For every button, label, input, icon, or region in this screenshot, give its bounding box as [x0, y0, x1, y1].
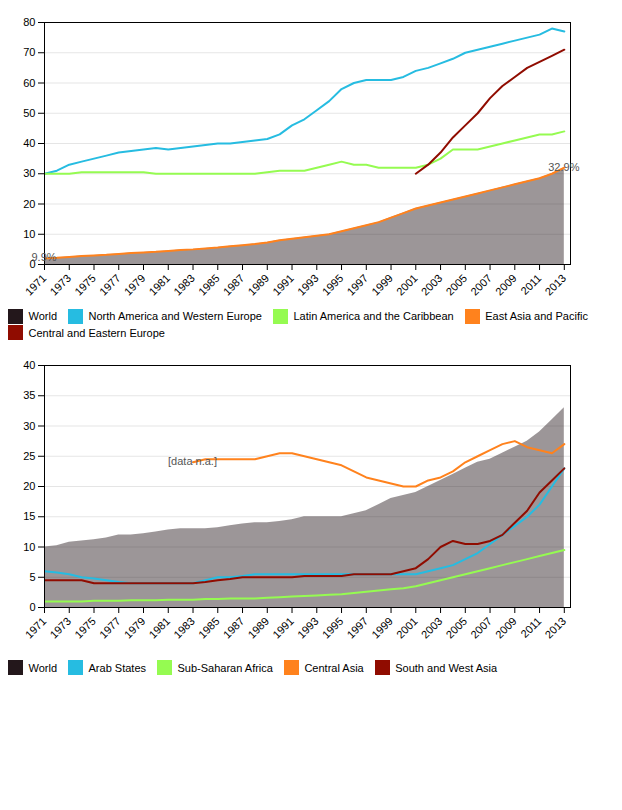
svg-text:1979: 1979 — [122, 615, 148, 641]
svg-text:9.9%: 9.9% — [31, 251, 56, 263]
svg-text:1999: 1999 — [369, 615, 395, 641]
svg-text:35: 35 — [23, 389, 35, 401]
svg-text:30: 30 — [23, 420, 35, 432]
svg-text:1995: 1995 — [320, 615, 346, 641]
svg-text:1985: 1985 — [196, 615, 222, 641]
svg-text:1983: 1983 — [171, 615, 197, 641]
svg-text:0: 0 — [29, 601, 35, 613]
svg-text:1997: 1997 — [344, 272, 370, 298]
html-text:North America and Western Euro: North America and Western Europe — [88, 310, 262, 323]
svg-text:[data n.a.]: [data n.a.] — [168, 455, 217, 467]
svg-text:40: 40 — [23, 359, 35, 371]
html-text:Central Asia: Central Asia — [304, 661, 364, 674]
svg-text:1995: 1995 — [320, 272, 346, 298]
svg-text:2003: 2003 — [419, 615, 445, 641]
svg-text:1997: 1997 — [344, 615, 370, 641]
svg-text:2011: 2011 — [518, 272, 543, 297]
svg-text:2001: 2001 — [394, 615, 420, 641]
svg-text:1977: 1977 — [97, 272, 123, 298]
svg-text:2009: 2009 — [493, 615, 519, 641]
html-text:Arab States: Arab States — [88, 661, 146, 674]
svg-text:1983: 1983 — [171, 272, 197, 298]
svg-text:10: 10 — [23, 228, 35, 240]
svg-text:2009: 2009 — [493, 272, 519, 298]
svg-text:2013: 2013 — [542, 272, 568, 298]
svg-text:1975: 1975 — [72, 272, 98, 298]
svg-text:2007: 2007 — [468, 615, 494, 641]
svg-text:2001: 2001 — [394, 272, 420, 298]
svg-text:1981: 1981 — [146, 272, 172, 298]
svg-text:2013: 2013 — [542, 615, 568, 641]
svg-text:1991: 1991 — [270, 615, 296, 641]
svg-text:20: 20 — [23, 198, 35, 210]
svg-text:1987: 1987 — [221, 615, 247, 641]
html-text:Central and Eastern Europe: Central and Eastern Europe — [28, 326, 165, 339]
svg-text:1999: 1999 — [369, 272, 395, 298]
svg-text:2005: 2005 — [443, 615, 469, 641]
svg-text:1973: 1973 — [47, 615, 73, 641]
html-text:South and West Asia: South and West Asia — [395, 661, 498, 674]
svg-text:1985: 1985 — [196, 272, 222, 298]
svg-text:2007: 2007 — [468, 272, 494, 298]
svg-text:60: 60 — [23, 77, 35, 89]
svg-text:32.9%: 32.9% — [548, 161, 579, 173]
svg-text:15: 15 — [23, 510, 35, 522]
svg-text:1971: 1971 — [23, 272, 49, 298]
svg-text:1993: 1993 — [295, 272, 321, 298]
svg-text:70: 70 — [23, 46, 35, 58]
svg-text:10: 10 — [23, 541, 35, 553]
svg-text:50: 50 — [23, 107, 35, 119]
html-text:World: World — [28, 661, 57, 674]
svg-text:1979: 1979 — [122, 272, 148, 298]
svg-text:1981: 1981 — [146, 615, 172, 641]
svg-text:20: 20 — [23, 480, 35, 492]
svg-text:1993: 1993 — [295, 615, 321, 641]
svg-text:30: 30 — [23, 167, 35, 179]
svg-text:2003: 2003 — [419, 272, 445, 298]
html-text:World: World — [28, 310, 57, 323]
svg-text:1989: 1989 — [245, 615, 271, 641]
svg-text:0: 0 — [29, 258, 36, 270]
svg-text:2011: 2011 — [518, 615, 543, 640]
svg-text:2005: 2005 — [443, 272, 469, 298]
svg-text:40: 40 — [23, 137, 35, 149]
svg-text:80: 80 — [23, 16, 35, 28]
html-text:Latin America and the Caribbea: Latin America and the Caribbean — [293, 310, 454, 323]
html-text:East Asia and Pacific: East Asia and Pacific — [485, 310, 588, 323]
svg-text:1991: 1991 — [270, 272, 296, 298]
svg-text:5: 5 — [29, 571, 35, 583]
svg-text:1973: 1973 — [47, 272, 73, 298]
html-text:Sub-Saharan Africa: Sub-Saharan Africa — [177, 661, 273, 674]
svg-text:1971: 1971 — [23, 615, 49, 641]
svg-text:1989: 1989 — [245, 272, 271, 298]
svg-text:1987: 1987 — [221, 272, 247, 298]
svg-text:1975: 1975 — [72, 615, 98, 641]
svg-text:1977: 1977 — [97, 615, 123, 641]
svg-text:25: 25 — [23, 450, 35, 462]
